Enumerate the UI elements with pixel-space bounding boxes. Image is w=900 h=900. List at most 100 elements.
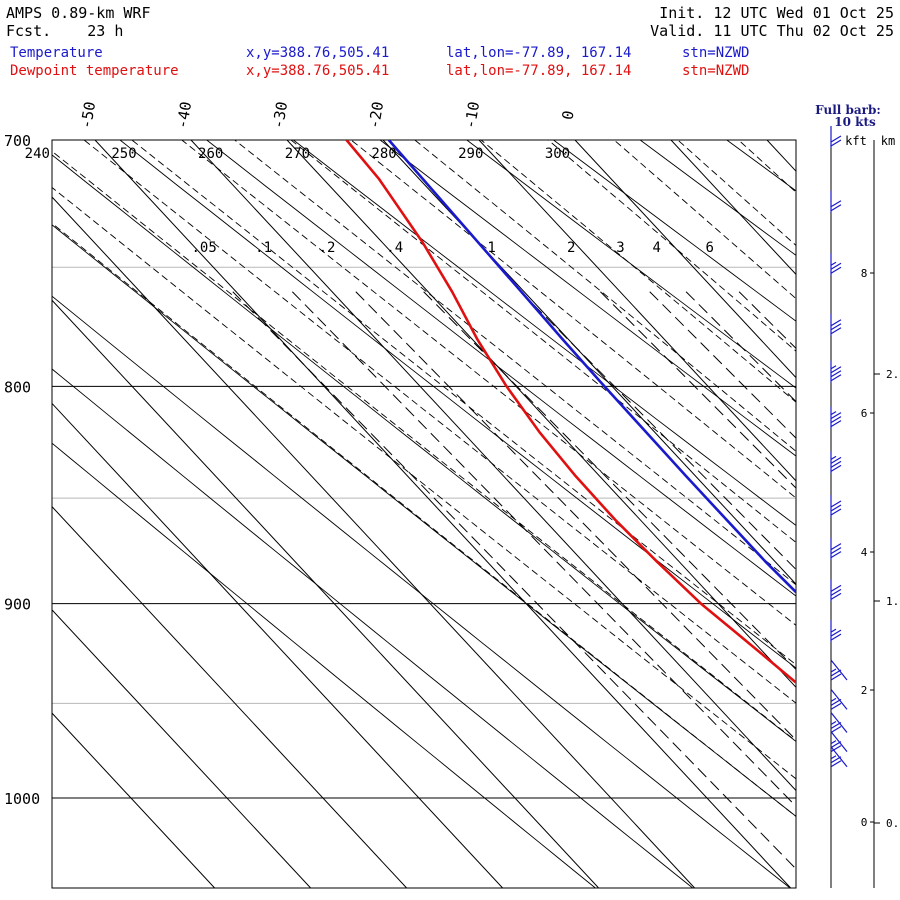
legend-temperature-xy: x,y=388.76,505.41 [246,45,390,61]
moist-adiabat [233,140,796,586]
moist-adiabat [613,140,796,300]
moist-adiabat [131,140,796,666]
dry-adiabat [553,140,796,322]
theta-label: 250 [111,146,136,162]
valid-time: Valid. 11 UTC Thu 02 Oct 25 [650,22,894,40]
isotherm-line [52,712,216,888]
moist-adiabat [290,140,796,543]
km-tick-label: 0. [886,817,899,830]
wind-barb [830,495,842,518]
wind-barb [830,451,842,474]
mixing-ratio-label: .05 [191,240,216,256]
kft-tick-label: 8 [861,267,868,280]
isotherm-label: -40 [173,100,195,130]
wind-barb [830,537,842,560]
mixing-ratio-label: .2 [319,240,336,256]
isotherm-line [286,140,796,689]
dry-adiabat [293,140,796,527]
isotherm-label: 0 [558,109,577,121]
temperature-profile-line [387,140,796,594]
isotherm-line [863,140,900,888]
dry-adiabat [379,140,796,457]
isotherm-line [670,140,796,276]
isotherm-line [52,609,312,888]
mixing-ratio-label: 4 [652,240,660,256]
legend-dewpoint-name: Dewpoint temperature [10,63,179,79]
wind-barb [830,712,848,734]
dry-adiabat [814,140,900,888]
isotherm-line [52,196,696,888]
mixing-ratio-label: 3 [616,240,624,256]
theta-label: 280 [371,146,396,162]
theta-label: 300 [545,146,570,162]
wind-barb [830,579,842,602]
isotherm-line [52,299,600,888]
moist-adiabat [547,140,796,352]
wind-barb [830,620,842,643]
moist-adiabat [737,140,796,193]
wind-barb [830,406,842,429]
wind-barb [830,688,848,710]
dry-adiabat [206,140,796,597]
dry-adiabat [52,154,796,743]
isotherm-line [52,505,408,888]
legend-temperature-latlon: lat,lon=-77.89, 167.14 [446,45,632,61]
kft-tick-label: 0 [861,816,868,829]
legend-temperature-name: Temperature [10,45,103,61]
kft-tick-label: 2 [861,684,868,697]
moist-adiabat [52,222,796,818]
mixing-ratio-line [600,291,796,489]
wind-panel-title: Full barb: [815,103,881,117]
isotherm-line [52,402,504,888]
wind-barb [830,659,848,681]
isotherm-label: -50 [77,100,99,130]
dewpoint-profile-line [345,140,796,685]
forecast-hour: Fcst. 23 h [6,22,124,40]
init-time: Init. 12 UTC Wed 01 Oct 25 [659,4,894,22]
mixing-ratio-label: 2 [567,240,575,256]
isotherm-line [94,140,792,888]
wind-barb [830,360,842,383]
dry-adiabat [52,442,596,888]
mixing-ratio-label: 1 [487,240,495,256]
km-tick-label: 1. [886,595,899,608]
legend-temperature-stn: stn=NZWD [682,45,750,61]
isotherm-label: -60 [0,100,3,130]
plot-frame [51,139,797,889]
wind-barb [830,190,842,213]
theta-label: 260 [198,146,223,162]
wind-barb [830,313,842,336]
mixing-ratio-line [738,291,796,350]
isotherm-line [190,140,796,792]
mixing-ratio-label: .4 [386,240,403,256]
km-tick-label: 2. [886,368,899,381]
kft-unit-label: kft [845,134,867,148]
moist-adiabat [414,140,796,452]
dry-adiabat [52,368,693,888]
isotherm-label: -30 [269,100,291,130]
theta-label: 240 [25,146,50,162]
isotherm-line [382,140,796,585]
moist-adiabat [83,140,796,704]
mixing-ratio-line [355,291,796,741]
wind-barb [830,253,842,276]
isotherm-line [478,140,796,482]
pressure-tick-label: 800 [4,378,31,396]
legend-dewpoint-latlon: lat,lon=-77.89, 167.14 [446,63,632,79]
kft-tick-label: 6 [861,407,868,420]
dry-adiabat [52,295,791,888]
moist-adiabat [52,186,796,780]
wind-barb [830,746,848,768]
mixing-ratio-line [520,291,796,571]
mixing-ratio-label: .1 [255,240,272,256]
theta-label: 290 [458,146,483,162]
mixing-ratio-label: 6 [705,240,713,256]
mixing-ratio-line [232,291,796,870]
pressure-tick-label: 900 [4,596,31,614]
isotherm-line [574,140,796,379]
wind-panel-subtitle: 10 kts [834,115,876,129]
mixing-ratio-line [291,291,796,808]
isotherm-label: -10 [461,100,483,130]
pressure-tick-label: 1000 [4,790,40,808]
